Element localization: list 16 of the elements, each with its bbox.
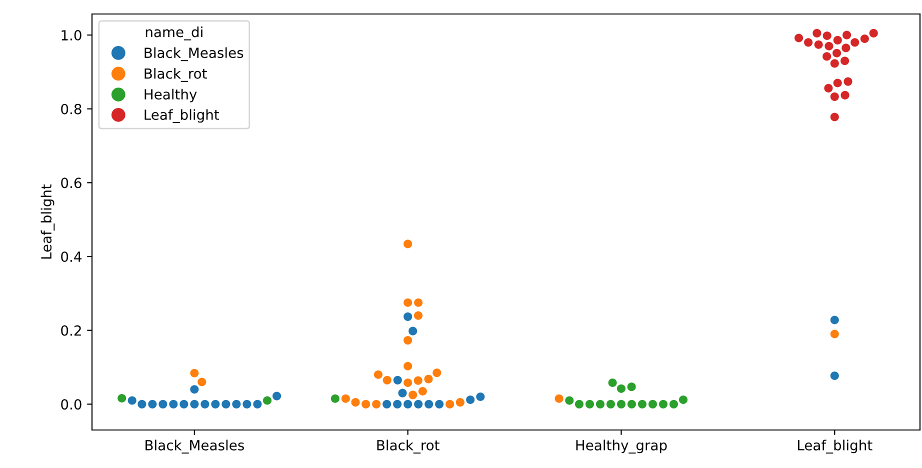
x-tick-label: Leaf_blight bbox=[798, 440, 872, 454]
legend-title: name_di bbox=[146, 26, 202, 40]
x-tick-label: Healthy_grap bbox=[576, 440, 667, 454]
y-tick-label: 0.4 bbox=[61, 251, 82, 262]
legend-label: Black_Measles bbox=[144, 47, 244, 62]
legend-label: Black_rot bbox=[144, 68, 207, 82]
legend-label: Leaf_blight bbox=[144, 109, 220, 124]
legend-label: Healthy bbox=[144, 88, 197, 102]
y-tick-label: 1.0 bbox=[62, 30, 82, 41]
y-tick-label: 0.6 bbox=[61, 178, 82, 188]
y-tick-label: 0.8 bbox=[61, 104, 82, 114]
y-axis-title: Leaf_blight bbox=[40, 184, 55, 259]
x-tick-label: Black_rot bbox=[377, 440, 440, 454]
y-tick-label: 0.0 bbox=[61, 399, 82, 410]
y-tick-label: 0.2 bbox=[61, 325, 81, 336]
x-tick-label: Black_Measles bbox=[146, 440, 244, 454]
